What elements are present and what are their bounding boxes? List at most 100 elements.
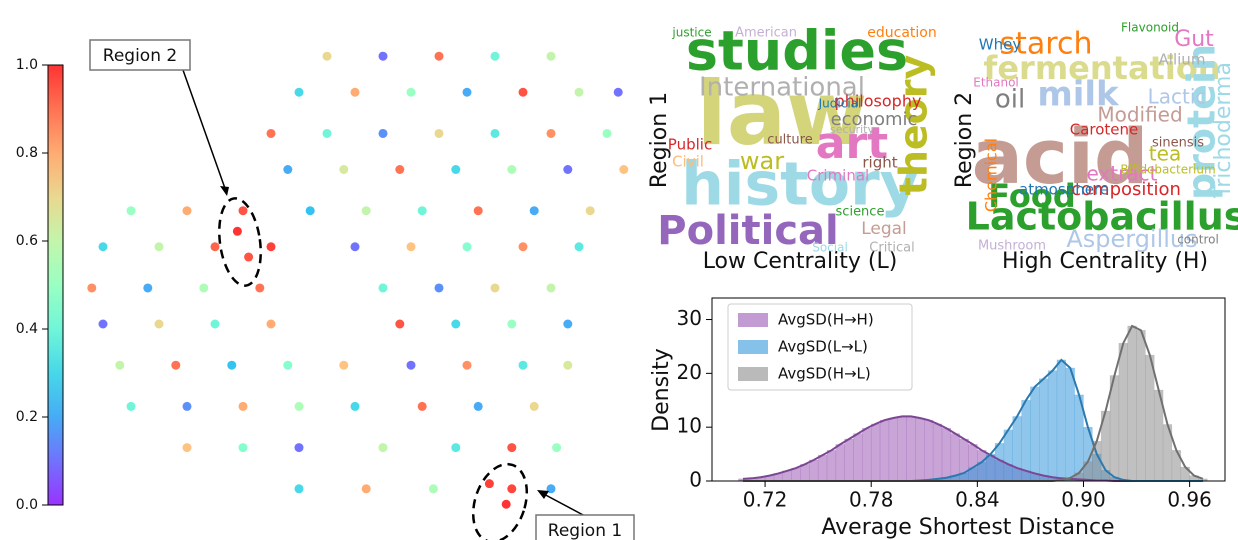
colorbar-tick-label: 0.4: [16, 321, 38, 337]
wordcloud-word: Lactobacillus: [966, 195, 1238, 239]
wordcloud-word: milk: [1037, 75, 1120, 115]
histogram-bar: [924, 419, 934, 482]
scatter-point: [395, 319, 405, 329]
scatter-point: [266, 128, 276, 138]
scatter-point: [232, 226, 242, 236]
x-tick-label: 0.84: [955, 488, 1000, 512]
wordcloud-xlabel: High Centrality (H): [1002, 249, 1208, 274]
wordcloud-word: Trichoderma: [1211, 62, 1236, 199]
scatter-point: [154, 319, 164, 329]
scatter-point: [546, 51, 556, 61]
scatter-point: [546, 128, 556, 138]
scatter-point: [563, 319, 573, 329]
colorbar-tick-label: 0.8: [16, 145, 38, 161]
wordcloud-word: Food: [988, 177, 1075, 215]
histogram-bar: [844, 438, 854, 482]
scatter-point: [434, 51, 444, 61]
wordcloud-word: Aspergillus: [1066, 225, 1197, 253]
colorbar-tick-label: 0.6: [16, 233, 38, 249]
x-tick-label: 0.90: [1061, 488, 1106, 512]
scatter-point: [501, 499, 511, 509]
scatter-point: [563, 360, 573, 370]
wordcloud-word: economic: [831, 109, 918, 130]
scatter-point: [378, 443, 388, 453]
scatter-point: [462, 87, 472, 97]
wordcloud-word: Ethanol: [973, 76, 1019, 90]
wordcloud-word: Legal: [861, 219, 907, 239]
scatter-point: [361, 484, 371, 494]
wordcloud-word: Allium: [1159, 51, 1206, 69]
annotation-box: [535, 514, 635, 540]
histogram-bar: [835, 444, 845, 482]
histogram-bar: [932, 423, 943, 482]
histogram-bar: [826, 450, 837, 482]
scatter-point: [199, 283, 209, 293]
scatter-point: [350, 242, 360, 252]
histogram-bar: [1145, 354, 1155, 482]
wordcloud-word: Chemical: [982, 138, 1001, 212]
histogram-bar: [906, 416, 916, 482]
wordcloud-word: history: [681, 150, 919, 220]
scatter-point: [490, 283, 500, 293]
wordcloud-word: education: [867, 25, 936, 41]
scatter-point: [322, 51, 332, 61]
scatter-point: [507, 165, 517, 174]
y-axis-label: Density: [649, 348, 674, 432]
scatter-point: [266, 242, 276, 252]
wordcloud-word: justice: [671, 26, 711, 40]
colorbar-tick-label: 0.2: [16, 409, 38, 425]
scatter-point: [171, 360, 181, 370]
wordcloud-word: philosophy: [835, 92, 922, 111]
wordcloud-word: Lactic: [1148, 85, 1207, 109]
scatter-point: [210, 242, 220, 252]
histogram-bar: [1136, 330, 1146, 482]
scatter-point: [294, 443, 304, 453]
wordcloud-word: International: [699, 73, 865, 103]
wordcloud-word: Mushroom: [978, 239, 1046, 254]
scatter-point: [238, 206, 248, 216]
wordcloud-word: Judicial: [818, 97, 862, 111]
scatter-point: [462, 360, 472, 370]
scatter-point: [613, 87, 623, 97]
histogram-bar: [879, 419, 890, 482]
plot-frame: [711, 297, 1226, 482]
scatter-point: [339, 360, 349, 370]
scatter-point: [529, 401, 539, 411]
wordcloud-word: tea: [1149, 142, 1181, 166]
wordcloud-word: atmosphere: [1019, 181, 1109, 199]
wordcloud-ylabel: Region 2: [952, 92, 977, 188]
scatter-point: [255, 283, 265, 293]
scatter-point: [451, 165, 461, 174]
wordcloud-word: fermentation: [983, 49, 1220, 87]
legend-label: AvgSD(H→H): [778, 311, 874, 329]
scatter-point: [490, 51, 500, 61]
wordcloud-word: Civil: [672, 153, 704, 171]
annotation-arrowhead: [220, 186, 229, 196]
wordcloud-word: American: [735, 26, 797, 41]
wordcloud-word: Criminal: [807, 167, 869, 185]
legend-swatch: [738, 313, 768, 327]
histogram-bar: [1003, 429, 1013, 482]
x-tick-label: 0.96: [1167, 488, 1212, 512]
scatter-point: [619, 165, 629, 174]
annotation-arrow: [539, 491, 586, 517]
scatter-point: [574, 87, 584, 97]
wordcloud-frame: [668, 22, 936, 258]
wordcloud-word: theory: [892, 54, 936, 195]
x-axis-label: Average Shortest Distance: [821, 515, 1114, 540]
scatter-point: [574, 242, 584, 252]
scatter-point: [507, 484, 517, 494]
histogram-bar: [1056, 359, 1067, 482]
scatter-point: [406, 242, 416, 252]
scatter-point: [484, 479, 494, 489]
scatter-point: [294, 401, 304, 411]
scatter-point: [238, 443, 248, 453]
wordcloud-word: control: [1177, 233, 1219, 247]
wordcloud-word: Social: [812, 241, 848, 255]
histogram-bar: [1118, 342, 1128, 482]
scatter-point: [518, 242, 528, 252]
scatter-point: [283, 165, 293, 174]
wordcloud-frame: [975, 22, 1236, 258]
wordcloud-word: Modified: [1097, 103, 1182, 127]
y-tick-label: 0: [689, 468, 702, 492]
